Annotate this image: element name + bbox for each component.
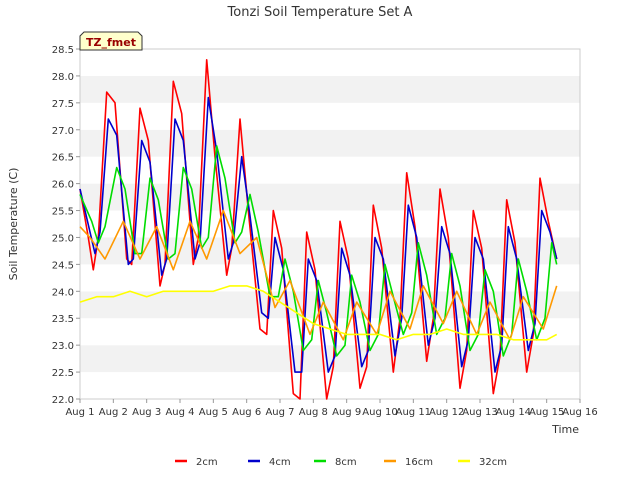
- series-line-16cm: [79, 209, 558, 341]
- legend-label-32cm: 32cm: [479, 457, 507, 468]
- x-tick-label: Aug 2: [99, 407, 128, 418]
- series-line-8cm: [79, 145, 558, 357]
- legend-label-8cm: 8cm: [335, 457, 357, 468]
- grid-band: [80, 183, 580, 211]
- x-tick-label: Aug 7: [265, 407, 294, 418]
- series-line-2cm: [79, 58, 558, 400]
- y-tick-label: 24.5: [52, 260, 74, 271]
- x-tick-label: Aug 13: [462, 407, 497, 418]
- x-tick-label: Aug 16: [562, 407, 597, 418]
- x-tick-label: Aug 12: [429, 407, 464, 418]
- grid-band: [80, 75, 580, 103]
- x-tick-label: Aug 15: [529, 407, 564, 418]
- grid-bands: [80, 49, 580, 399]
- chart-title: Tonzi Soil Temperature Set A: [227, 5, 413, 20]
- grid-band: [80, 156, 580, 184]
- x-tick-label: Aug 14: [496, 407, 531, 418]
- y-tick-label: 28.5: [52, 45, 74, 56]
- y-axis-ticks: 22.0 22.5 23.0 23.5 24.0 24.5 25.0 25.5 26.0 26.5…: [52, 45, 80, 406]
- x-tick-label: Aug 1: [65, 407, 94, 418]
- y-tick-label: 27.0: [52, 126, 74, 137]
- y-tick-label: 23.5: [52, 314, 74, 325]
- x-tick-label: Aug 9: [332, 407, 361, 418]
- y-tick-label: 26.0: [52, 180, 74, 191]
- legend-label-2cm: 2cm: [196, 457, 218, 468]
- annotation-label: TZ_fmet: [86, 36, 136, 49]
- y-tick-label: 24.0: [52, 287, 74, 298]
- plot-area-border: [79, 48, 581, 400]
- grid-band: [80, 318, 580, 346]
- x-axis-ticks: Aug 1 Aug 2 Aug 3 Aug 4 Aug 5 Aug 6 Aug 7 Aug 8…: [65, 399, 598, 418]
- series-line-32cm: [79, 285, 558, 341]
- x-tick-label: Aug 6: [232, 407, 261, 418]
- y-tick-label: 22.5: [52, 368, 74, 379]
- y-axis-label: Soil Temperature (C): [7, 168, 20, 281]
- y-tick-label: 23.0: [52, 341, 74, 352]
- x-tick-label: Aug 11: [396, 407, 431, 418]
- y-tick-label: 26.5: [52, 153, 74, 164]
- x-tick-label: Aug 10: [362, 407, 397, 418]
- grid-band: [80, 49, 580, 76]
- series-lines: [79, 58, 558, 400]
- y-tick-label: 22.0: [52, 395, 74, 406]
- y-tick-label: 28.0: [52, 72, 74, 83]
- x-tick-label: Aug 3: [132, 407, 161, 418]
- x-tick-label: Aug 8: [299, 407, 328, 418]
- y-tick-label: 25.5: [52, 207, 74, 218]
- x-tick-label: Aug 4: [165, 407, 194, 418]
- grid-band: [80, 102, 580, 130]
- legend-label-4cm: 4cm: [269, 457, 291, 468]
- x-axis-label: Time: [551, 423, 579, 436]
- legend: 2cm 4cm 8cm 16cm 32cm: [175, 457, 507, 468]
- y-tick-label: 25.0: [52, 233, 74, 244]
- y-tick-label: 27.5: [52, 99, 74, 110]
- x-tick-label: Aug 5: [199, 407, 228, 418]
- series-line-4cm: [79, 96, 558, 373]
- legend-label-16cm: 16cm: [405, 457, 433, 468]
- grid-band: [80, 129, 580, 157]
- annotation-box: TZ_fmet: [79, 31, 143, 51]
